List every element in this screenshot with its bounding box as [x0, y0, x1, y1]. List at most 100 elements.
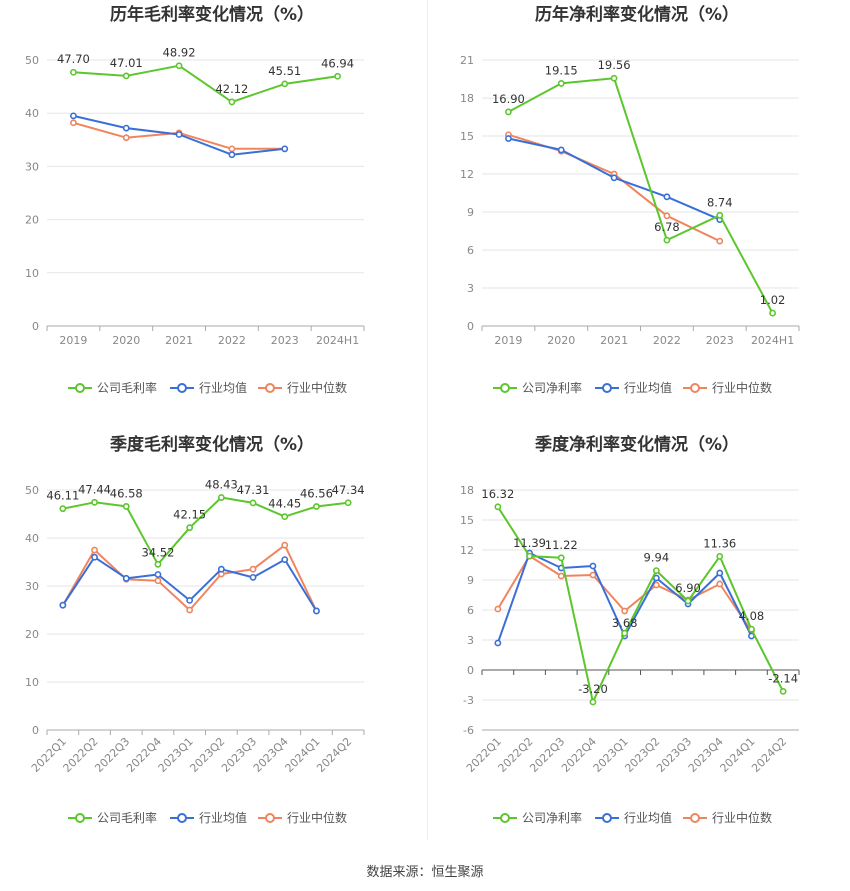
data-point-avg: [281, 556, 289, 564]
y-tick-label: 0: [32, 724, 39, 737]
legend-label: 行业均值: [199, 810, 247, 825]
data-label: 42.12: [215, 82, 248, 96]
legend-swatch-marker: [75, 813, 85, 823]
data-label: 11.22: [545, 538, 578, 552]
data-point-avg: [70, 112, 77, 120]
y-tick-label: 12: [460, 168, 474, 181]
data-point-company: [91, 498, 98, 506]
quarterly-net-margin-chart: 季度净利率变化情况（%） -6 -3 0 3 6 9 12 15 18 2022Q1 2022Q2 20…: [425, 430, 850, 860]
legend-swatch-marker: [690, 383, 700, 393]
data-point-avg: [217, 565, 225, 573]
data-point-company: [716, 211, 724, 219]
legend-item-company: 公司净利率: [493, 380, 582, 395]
data-point-avg: [175, 131, 183, 138]
quarterly-gross-margin-chart: 季度毛利率变化情况（%） 0 10 20 30 40 50 2022Q1 2022Q2 2022Q…: [0, 430, 425, 860]
series-line-median: [508, 133, 721, 243]
data-point-median: [652, 581, 660, 589]
data-point-company: [313, 503, 320, 510]
y-tick-label: 10: [25, 676, 39, 689]
y-tick-label: 3: [467, 634, 474, 647]
y-tick-label: 30: [25, 580, 39, 593]
data-point-avg: [505, 135, 512, 142]
data-label: 48.43: [205, 478, 238, 492]
chart-title: 历年净利率变化情况（%）: [535, 4, 739, 25]
data-point-avg: [494, 639, 502, 647]
data-label: 8.74: [707, 195, 733, 209]
data-point-company: [779, 687, 787, 695]
legend-label: 行业中位数: [287, 380, 347, 395]
data-point-company: [505, 108, 512, 116]
legend-label: 公司毛利率: [97, 380, 157, 395]
data-label: 11.39: [513, 536, 546, 550]
data-point-median: [589, 571, 597, 579]
data-point-company: [684, 597, 692, 605]
y-tick-label: -3: [463, 694, 474, 707]
legend-swatch-marker: [602, 383, 612, 393]
data-point-company: [249, 499, 257, 507]
y-tick-label: 50: [25, 484, 39, 497]
data-point-company: [652, 567, 660, 574]
y-tick-label: 0: [467, 320, 474, 333]
data-point-avg: [186, 596, 194, 604]
data-point-avg: [663, 193, 671, 201]
data-source: 数据来源：恒生聚源: [366, 865, 484, 880]
data-point-company: [59, 505, 67, 513]
data-point-median: [154, 577, 162, 585]
data-point-avg: [557, 146, 565, 154]
legend-item-company: 公司毛利率: [68, 380, 157, 395]
data-point-avg: [652, 574, 660, 582]
data-label: 11.36: [703, 536, 736, 550]
data-point-company: [557, 554, 565, 562]
x-tick-label: 2022: [218, 334, 246, 347]
legend-swatch-marker: [500, 813, 510, 823]
legend-label: 公司毛利率: [97, 810, 157, 825]
annual-gross-margin-svg: 历年毛利率变化情况（%） 0 10 20 30 40 50 2019 2020 2021 2022 2…: [25, 4, 365, 395]
data-point-median: [228, 145, 236, 153]
legend-item-company: 公司净利率: [493, 810, 582, 825]
x-tick-label: 2024Q2: [749, 735, 789, 775]
legend-swatch-marker: [690, 813, 700, 823]
legend-item-avg: 行业均值: [170, 380, 247, 395]
y-tick-label: 10: [25, 267, 39, 280]
series-line-company: [507, 77, 774, 314]
data-point-avg: [91, 553, 98, 561]
data-point-avg: [122, 574, 130, 582]
data-label: 47.70: [57, 52, 90, 66]
data-point-median: [557, 572, 565, 580]
data-point-company: [716, 553, 724, 560]
data-point-company: [663, 236, 671, 244]
legend-label: 行业均值: [624, 810, 672, 825]
y-tick-label: 50: [25, 54, 39, 67]
data-point-company: [228, 98, 236, 106]
series-line-company: [62, 496, 349, 566]
data-point-avg: [249, 573, 257, 581]
data-label: 16.32: [481, 487, 514, 501]
data-point-median: [249, 565, 257, 573]
data-label: 47.34: [332, 483, 365, 497]
data-point-company: [610, 74, 618, 82]
data-point-company: [526, 552, 533, 560]
quarterly-gross-margin-svg: 季度毛利率变化情况（%）010203040502022Q12022Q22022Q…: [25, 434, 365, 825]
data-point-company: [344, 499, 352, 507]
y-tick-label: 0: [32, 320, 39, 333]
x-tick-label: 2019: [59, 334, 87, 347]
data-point-median: [621, 607, 629, 615]
x-tick-label: 2024Q2: [314, 735, 354, 775]
legend-swatch-marker: [602, 813, 612, 823]
legend-label: 行业均值: [199, 380, 247, 395]
legend-label: 公司净利率: [522, 380, 582, 395]
x-tick-label: 2020: [112, 334, 140, 347]
data-point-company: [748, 625, 755, 633]
annual-gross-margin-chart: 历年毛利率变化情况（%） 0 10 20 30 40 50 2019 2020 2021 2022 2…: [0, 0, 425, 430]
data-label: 4.08: [739, 609, 765, 623]
legend-item-median: 行业中位数: [683, 810, 772, 825]
data-label: 34.52: [141, 545, 174, 559]
data-label: 46.56: [300, 487, 333, 501]
data-label: 48.92: [163, 46, 196, 60]
data-point-avg: [281, 145, 289, 153]
legend-label: 行业中位数: [287, 810, 347, 825]
legend-label: 行业中位数: [712, 810, 772, 825]
y-tick-label: 20: [25, 214, 39, 227]
y-tick-label: 9: [467, 206, 474, 219]
data-label: 46.11: [46, 489, 79, 503]
